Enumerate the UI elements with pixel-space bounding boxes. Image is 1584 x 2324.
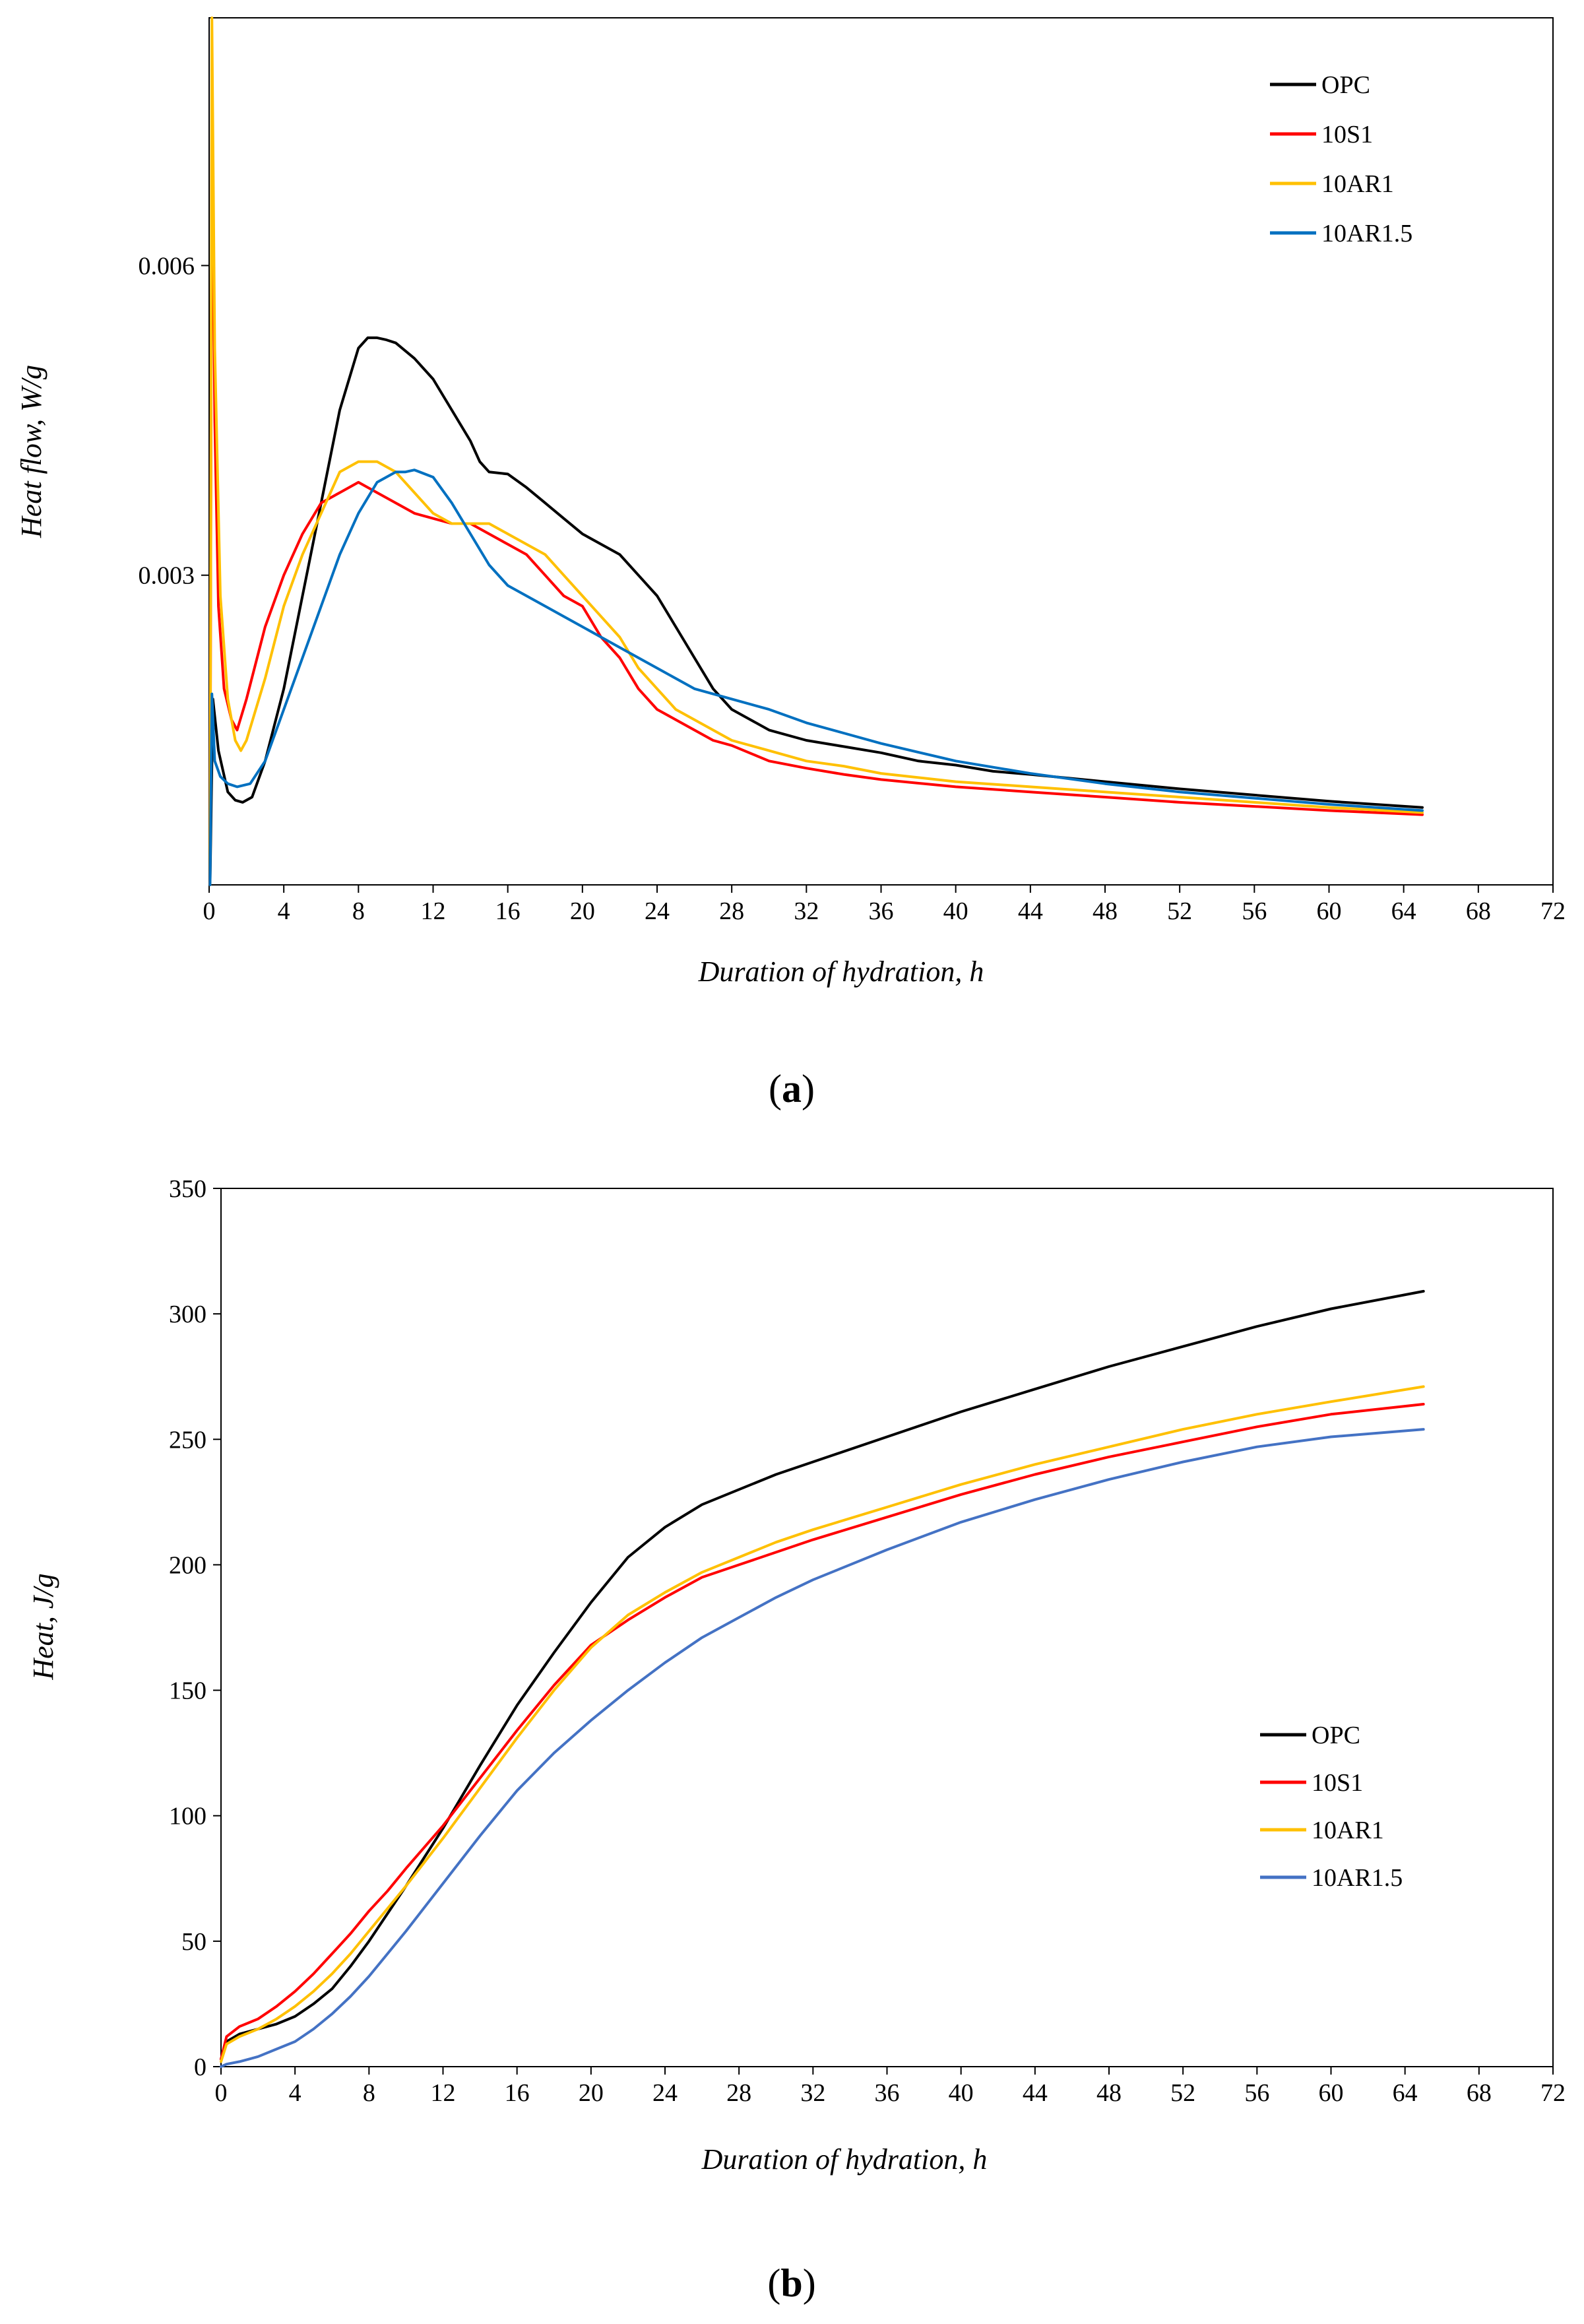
x-tick-label: 48 <box>1096 2079 1122 2107</box>
y-tick-label: 100 <box>169 1803 206 1830</box>
x-tick-label: 28 <box>726 2079 751 2107</box>
legend-label: 10AR1 <box>1321 170 1394 198</box>
x-axis-title-a: Duration of hydration, h <box>698 955 984 988</box>
x-tick-label: 60 <box>1319 2079 1344 2107</box>
x-tick-label: 16 <box>505 2079 530 2107</box>
y-axis-ticks-b: 0 50 100 150 200 250 300 350 <box>169 1175 221 2081</box>
x-tick-label: 12 <box>431 2079 456 2107</box>
x-tick-label: 72 <box>1540 2079 1566 2107</box>
x-tick-label: 20 <box>570 897 595 925</box>
x-tick-label: 24 <box>645 897 670 925</box>
x-tick-label: 8 <box>352 897 365 925</box>
legend-label: 10AR1.5 <box>1312 1864 1403 1892</box>
x-tick-label: 60 <box>1317 897 1342 925</box>
x-tick-label: 40 <box>949 2079 974 2107</box>
x-tick-label: 36 <box>869 897 894 925</box>
x-tick-label: 20 <box>579 2079 604 2107</box>
legend-label: 10S1 <box>1312 1769 1363 1797</box>
y-tick-label: 0 <box>194 2053 206 2081</box>
y-axis-title-a: Heat flow, W/g <box>15 365 48 538</box>
legend-label: 10AR1.5 <box>1321 220 1412 247</box>
series-lines-a <box>208 16 1424 886</box>
y-tick-label: 350 <box>169 1175 206 1203</box>
x-tick-label: 52 <box>1167 897 1192 925</box>
series-line-10ar1-5 <box>220 1428 1425 2068</box>
series-line-10s1 <box>220 1403 1425 2061</box>
legend-a: OPC 10S1 10AR1 10AR1.5 <box>1270 71 1412 247</box>
x-tick-label: 4 <box>278 897 290 925</box>
y-axis-ticks-a: 0.003 0.006 <box>139 252 209 590</box>
x-tick-label: 52 <box>1170 2079 1195 2107</box>
series-line-10ar1 <box>220 1385 1425 2063</box>
x-tick-label: 8 <box>363 2079 375 2107</box>
x-tick-label: 56 <box>1242 897 1267 925</box>
x-tick-label: 4 <box>289 2079 301 2107</box>
series-line-opc <box>220 1289 1425 2061</box>
y-tick-label: 150 <box>169 1677 206 1705</box>
x-axis-ticks-b: 0 4 8 12 16 20 24 28 32 36 40 44 48 52 56 60 64 68 72 <box>215 2067 1566 2107</box>
chart-b: 0 4 8 12 16 20 24 28 32 36 40 44 48 52 56 60 64 68 72 0501… <box>27 1175 1566 2305</box>
x-tick-label: 0 <box>203 897 216 925</box>
y-tick-label: 50 <box>181 1928 206 1956</box>
x-axis-title-b: Duration of hydration, h <box>701 2143 988 2176</box>
y-tick-label: 0.003 <box>139 562 195 590</box>
x-tick-label: 44 <box>1023 2079 1048 2107</box>
panel-label-b: (b) <box>767 2261 815 2305</box>
series-line-opc <box>208 336 1424 886</box>
chart-a: 0 4 8 12 16 20 24 28 32 36 40 44 48 52 56 60 64 68 72 0.00… <box>15 16 1566 1111</box>
x-tick-label: 72 <box>1540 897 1566 925</box>
series-line-10ar1-5 <box>208 468 1424 886</box>
x-tick-label: 64 <box>1391 897 1416 925</box>
y-tick-label: 250 <box>169 1426 206 1454</box>
x-tick-label: 32 <box>800 2079 825 2107</box>
legend-b: OPC 10S1 10AR1 10AR1.5 <box>1260 1722 1403 1892</box>
x-tick-label: 56 <box>1244 2079 1269 2107</box>
x-axis-ticks-a: 0 4 8 12 16 20 24 28 32 36 40 44 48 52 56 60 64 68 72 <box>203 885 1566 925</box>
x-tick-label: 16 <box>495 897 521 925</box>
x-tick-label: 12 <box>421 897 446 925</box>
x-tick-label: 48 <box>1093 897 1118 925</box>
y-tick-label: 0.006 <box>139 252 195 280</box>
series-line-10ar1 <box>208 16 1424 886</box>
x-tick-label: 64 <box>1393 2079 1418 2107</box>
panel-label-a: (a) <box>769 1067 815 1111</box>
plot-frame-b <box>220 1188 1554 2067</box>
legend-label: OPC <box>1321 71 1370 99</box>
y-tick-label: 300 <box>169 1301 206 1328</box>
legend-label: 10S1 <box>1321 121 1373 148</box>
x-tick-label: 44 <box>1018 897 1043 925</box>
x-tick-label: 68 <box>1467 2079 1492 2107</box>
x-tick-label: 40 <box>943 897 968 925</box>
x-tick-label: 0 <box>215 2079 228 2107</box>
x-tick-label: 28 <box>719 897 744 925</box>
legend-label: OPC <box>1312 1722 1360 1749</box>
y-axis-title-b: Heat, J/g <box>27 1573 59 1680</box>
x-tick-label: 24 <box>652 2079 678 2107</box>
y-tick-label: 200 <box>169 1551 206 1579</box>
x-tick-label: 32 <box>794 897 819 925</box>
x-tick-label: 36 <box>875 2079 900 2107</box>
legend-label: 10AR1 <box>1312 1817 1384 1844</box>
series-line-10s1 <box>208 68 1424 886</box>
x-tick-label: 68 <box>1466 897 1491 925</box>
series-lines-b <box>220 1289 1425 2068</box>
